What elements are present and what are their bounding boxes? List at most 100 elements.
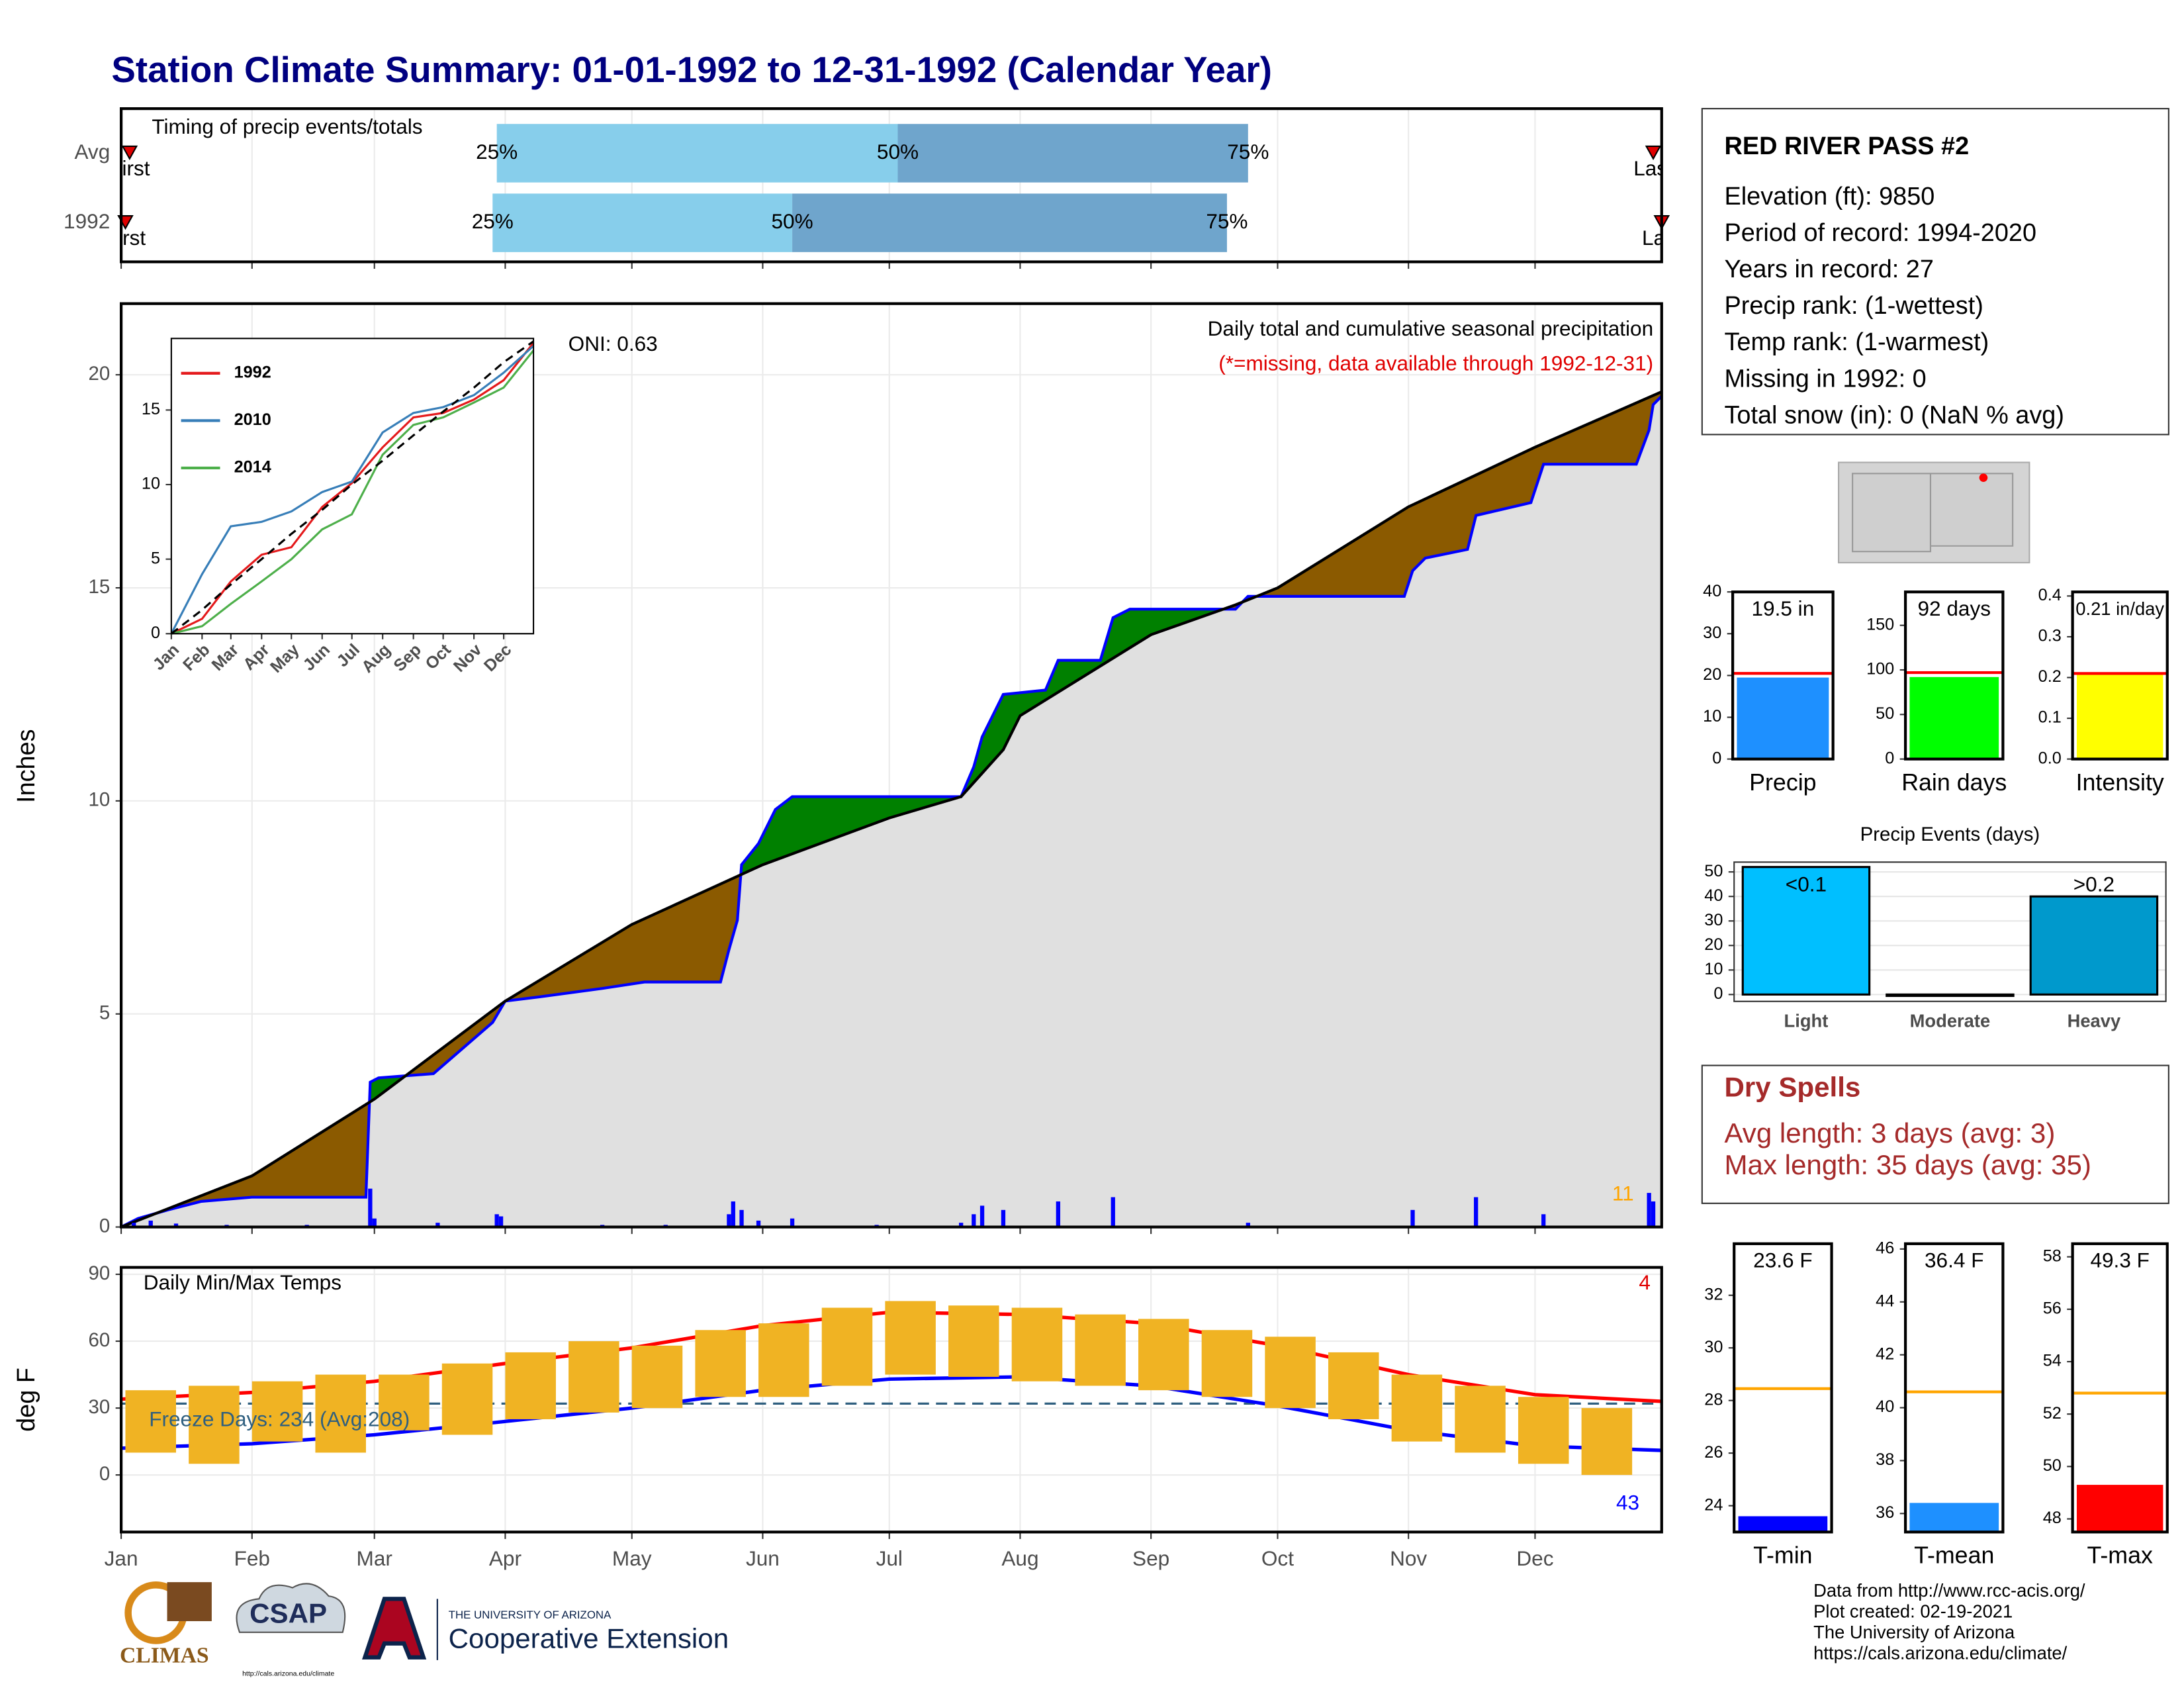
daily-bar [372, 1218, 377, 1227]
y-tick-label: 20 [1703, 665, 1721, 684]
temp-range-bar [1011, 1307, 1063, 1382]
bar [1886, 993, 2015, 998]
panel-border [2071, 1242, 2169, 1534]
last-label: Last [1633, 156, 1673, 180]
percentile-label: 50% [771, 209, 813, 233]
y-tick-label: 5 [151, 549, 160, 567]
y-tick-label: 0 [99, 1463, 110, 1485]
x-tick-label: Feb [234, 1546, 270, 1570]
panel-border [1733, 861, 2167, 1002]
inset-line [170, 345, 535, 635]
last-label: Last [1642, 226, 1682, 250]
y-tick-label: 32 [1704, 1285, 1723, 1303]
y-tick-label: 10 [1704, 960, 1723, 978]
dry-spells-box: Dry Spells [1701, 1064, 2169, 1204]
panel [1905, 1243, 2003, 1532]
dry-line: Max length: 35 days (avg: 35) [1724, 1149, 2091, 1180]
panel-border [1733, 1242, 1833, 1534]
x-tick-label: Mar [357, 1546, 392, 1570]
temp-range-bar [758, 1323, 809, 1397]
temp-range-bar [189, 1385, 240, 1464]
daily-bar [435, 1223, 440, 1227]
y-tick-label: 15 [142, 400, 160, 418]
dry-title: Dry Spells [1724, 1071, 1860, 1102]
value-label: 23.6 F [1753, 1248, 1812, 1272]
y-tick-label: 90 [89, 1262, 111, 1284]
x-tick-label: Jul [876, 1546, 903, 1570]
timing-segment [792, 193, 1227, 252]
y-tick-label: 0.4 [2038, 586, 2062, 604]
panel-border [1903, 590, 2005, 761]
y-tick-label: 10 [1703, 707, 1721, 726]
x-tick-label: Jan [105, 1546, 138, 1570]
x-tick-label: May [612, 1546, 652, 1570]
y-tick-label: 30 [89, 1396, 111, 1418]
row-label: Avg [74, 140, 110, 164]
category-label: T-mean [1914, 1542, 1994, 1569]
daily-bar [1410, 1209, 1415, 1227]
y-tick-label: 100 [1866, 660, 1894, 679]
legend-label: 2010 [234, 410, 271, 429]
x-tick-label: Dec [1516, 1546, 1553, 1570]
value-label: 92 days [1917, 596, 1991, 620]
y-tick-label: 50 [2043, 1456, 2062, 1475]
y-tick-label: 28 [1704, 1390, 1723, 1409]
y-tick-label: 48 [2043, 1509, 2062, 1527]
bar [2076, 673, 2163, 759]
y-tick-label: 0.0 [2038, 749, 2062, 767]
y-tick-label: 42 [1876, 1344, 1894, 1363]
x-tick-label: Nov [1390, 1546, 1427, 1570]
temp-range-bar [379, 1374, 430, 1430]
temp-range-bar [1201, 1330, 1253, 1397]
station-line: Years in record: 27 [1724, 256, 1933, 283]
y-tick-label: 30 [1704, 911, 1723, 929]
category-label: T-max [2087, 1542, 2153, 1569]
y-tick-label: 36 [1876, 1503, 1894, 1522]
daily-bar [1001, 1209, 1006, 1227]
temp-range-bar [1328, 1352, 1379, 1419]
logos: CLIMAS CSAP http://cals.arizona.edu/clim… [120, 1581, 729, 1678]
daily-bar [727, 1214, 731, 1227]
first-label: First [105, 226, 146, 250]
y-tick-label: 56 [2043, 1299, 2062, 1317]
temp-range-bar [315, 1374, 366, 1453]
y-tick-label: 30 [1703, 624, 1721, 642]
freeze-label: Freeze Days: 234 (Avg:208) [149, 1407, 410, 1430]
daily-bar [1647, 1193, 1651, 1227]
temp-range-bar [505, 1352, 556, 1419]
y-tick-label: 0 [151, 624, 160, 642]
y-axis-title: deg F [13, 1368, 40, 1432]
daily-bar [1474, 1197, 1479, 1227]
panel-border [1903, 1242, 2005, 1534]
panel-border [2071, 590, 2169, 761]
dry-frame [1701, 1064, 2169, 1204]
daily-bar [790, 1218, 795, 1227]
precip-plot [121, 390, 1662, 1227]
timing-segment [897, 124, 1248, 183]
dry-line: Avg length: 3 days (avg: 3) [1724, 1117, 2055, 1149]
bar [2076, 1485, 2163, 1532]
x-tick-label: Jun [746, 1546, 780, 1570]
daily-bar [498, 1216, 504, 1227]
y-tick-label: 26 [1704, 1443, 1723, 1462]
temp-range-bar [1455, 1385, 1506, 1453]
common-area [121, 396, 1662, 1227]
panel-title: Precip Events (days) [1860, 823, 2040, 845]
y-tick-label: 0 [1713, 984, 1723, 1003]
category-label: Light [1784, 1011, 1829, 1031]
footer-line: https://cals.arizona.edu/climate/ [1813, 1643, 2067, 1664]
y-tick-label: 24 [1704, 1495, 1723, 1514]
daily-bar [756, 1220, 761, 1227]
category-label: T-min [1753, 1542, 1812, 1569]
bin-label: >0.2 [2073, 872, 2115, 896]
climas-logo: CLIMAS [120, 1643, 209, 1667]
value-label: 49.3 F [2090, 1248, 2149, 1272]
climas-icon-block [167, 1582, 212, 1622]
bar [1741, 866, 1871, 996]
bar [1737, 677, 1829, 759]
daily-bar [1541, 1214, 1546, 1227]
value-label: 0.21 in/day [2075, 598, 2164, 619]
y-tick-label: 50 [1704, 862, 1723, 880]
temp-range-bar [1075, 1314, 1126, 1386]
